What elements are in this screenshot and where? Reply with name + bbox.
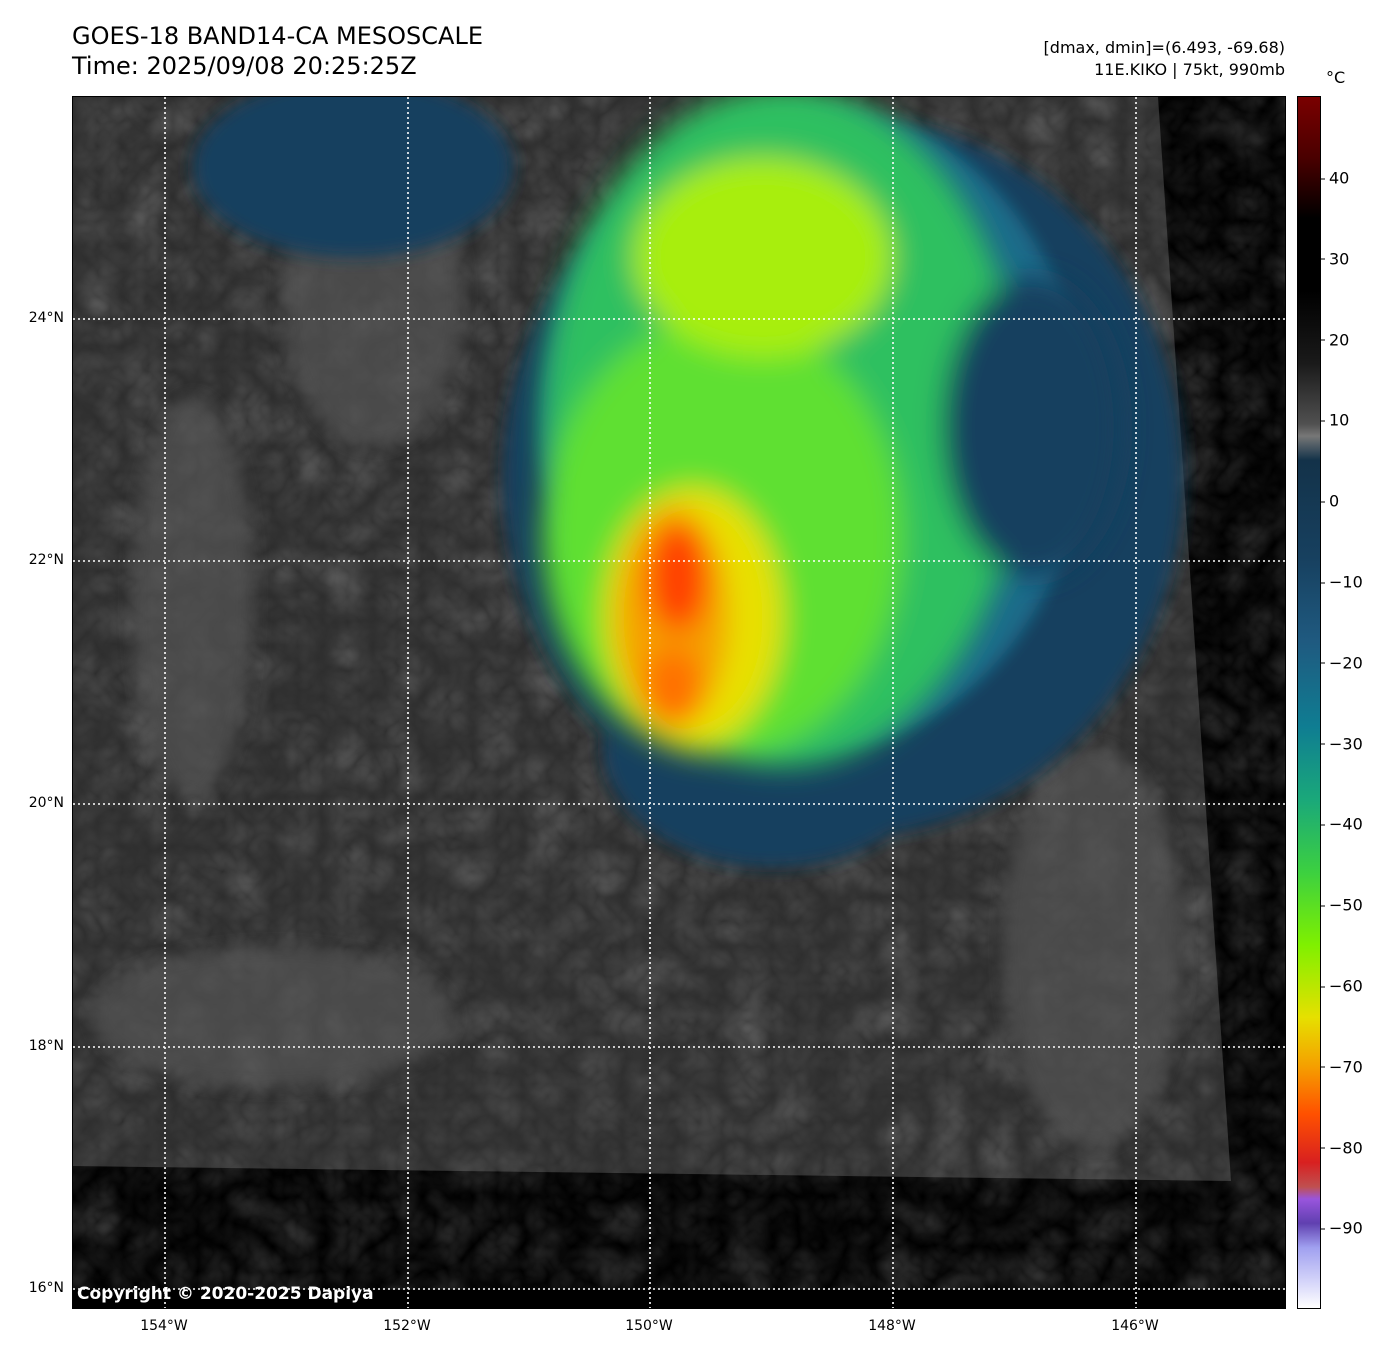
temperature-colorbar bbox=[1297, 96, 1321, 1309]
lat-label: 22°N bbox=[28, 552, 64, 568]
colorbar-tick-label: −10 bbox=[1321, 572, 1363, 592]
colorbar-tick-label: 10 bbox=[1320, 410, 1350, 430]
lat-label: 16°N bbox=[28, 1280, 64, 1296]
image-title: GOES-18 BAND14-CA MESOSCALE bbox=[72, 22, 483, 50]
colorbar-tick-label: 30 bbox=[1320, 249, 1350, 269]
lat-label: 24°N bbox=[28, 310, 64, 326]
lon-label: 154°W bbox=[140, 1318, 188, 1334]
colorbar-tick-label: 0 bbox=[1320, 491, 1340, 511]
colorbar-tick-label: −90 bbox=[1321, 1218, 1363, 1238]
satellite-imagery bbox=[73, 97, 1285, 1308]
colorbar-tick-label: −50 bbox=[1321, 895, 1363, 915]
colorbar-tick-label: −40 bbox=[1321, 814, 1363, 834]
copyright-label: Copyright © 2020-2025 Dapiya bbox=[77, 1284, 374, 1304]
graticule bbox=[73, 97, 1285, 1308]
colorbar-tick-label: −20 bbox=[1321, 653, 1363, 673]
lon-label: 150°W bbox=[625, 1318, 673, 1334]
colorbar-tick-label: 20 bbox=[1320, 330, 1350, 350]
image-time: Time: 2025/09/08 20:25:25Z bbox=[72, 52, 417, 80]
data-range-label: [dmax, dmin]=(6.493, -69.68) bbox=[1043, 38, 1285, 57]
colorbar-tick-label: −60 bbox=[1321, 976, 1363, 996]
storm-info: 11E.KIKO | 75kt, 990mb bbox=[1094, 60, 1285, 79]
lon-label: 148°W bbox=[868, 1318, 916, 1334]
lat-label: 18°N bbox=[28, 1038, 64, 1054]
colorbar-tick-label: −80 bbox=[1321, 1138, 1363, 1158]
colorbar-tick-label: −70 bbox=[1321, 1057, 1363, 1077]
satellite-map bbox=[72, 96, 1286, 1309]
colorbar-tick-label: 40 bbox=[1320, 168, 1350, 188]
lat-label: 20°N bbox=[28, 795, 64, 811]
colorbar-tick-label: −30 bbox=[1321, 734, 1363, 754]
lon-label: 146°W bbox=[1111, 1318, 1159, 1334]
lon-label: 152°W bbox=[383, 1318, 431, 1334]
colorbar-unit: °C bbox=[1326, 68, 1346, 87]
